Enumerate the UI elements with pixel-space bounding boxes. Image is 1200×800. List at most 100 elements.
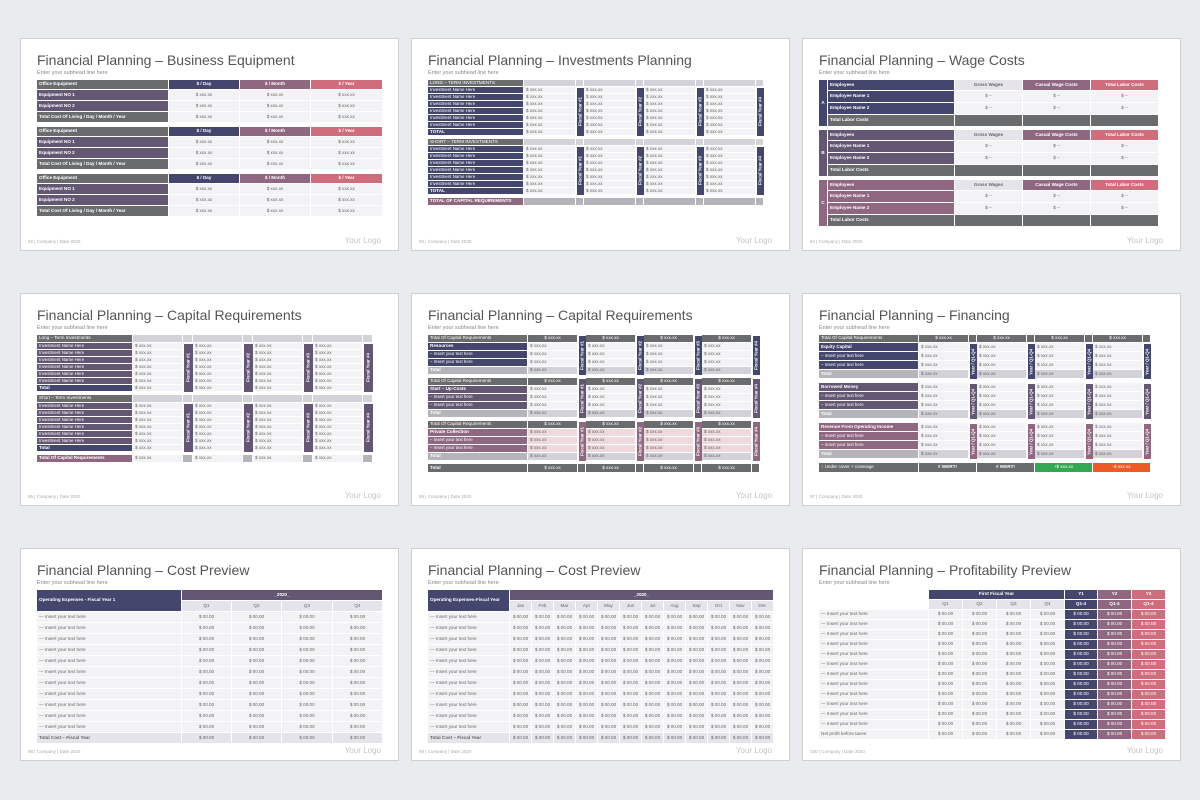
value-cell[interactable]: $ 00.00: [620, 722, 642, 733]
year-value[interactable]: $ 00.00: [1132, 710, 1166, 720]
value-cell[interactable]: $ –: [1023, 103, 1091, 115]
slide-cost-preview-quarterly[interactable]: Financial Planning – Cost Preview Enter …: [20, 548, 399, 761]
value-cell[interactable]: $ 00.00: [532, 711, 554, 722]
profit-item-label[interactable]: — Insert your text here: [819, 640, 929, 650]
value-cell[interactable]: $ 00.00: [963, 710, 997, 720]
value-cell[interactable]: $ xxx.xx: [977, 343, 1027, 352]
expense-label[interactable]: — Insert your text here: [37, 722, 182, 733]
value-cell[interactable]: $ xxx.xx: [524, 181, 576, 188]
employee-name[interactable]: Employee Name 1: [828, 191, 955, 203]
value-cell[interactable]: $ 00.00: [620, 678, 642, 689]
value-cell[interactable]: $ xxx.xx: [644, 174, 696, 181]
value-cell[interactable]: $ 00.00: [708, 678, 730, 689]
year-value[interactable]: $ 00.00: [1065, 710, 1098, 720]
value-cell[interactable]: $ 00.00: [532, 689, 554, 700]
value-cell[interactable]: $ 00.00: [532, 656, 554, 667]
item-label[interactable]: – Insert your text here: [428, 359, 528, 367]
value-cell[interactable]: $ xxx.xx: [586, 386, 636, 394]
value-cell[interactable]: $ xxx.xx: [586, 429, 636, 437]
value-cell[interactable]: $ 00.00: [333, 689, 383, 700]
value-cell[interactable]: $ 00.00: [1031, 610, 1065, 620]
value-cell[interactable]: $ 00.00: [686, 700, 708, 711]
employee-name[interactable]: Employee Name 1: [828, 141, 955, 153]
value-cell[interactable]: $ xxx.xx: [584, 181, 636, 188]
value-cell[interactable]: $ 00.00: [708, 623, 730, 634]
value-cell[interactable]: $ 00.00: [554, 700, 576, 711]
value-cell[interactable]: $ 00.00: [232, 656, 282, 667]
value-cell[interactable]: $ 00.00: [510, 623, 532, 634]
year-value[interactable]: $ 00.00: [1065, 690, 1098, 700]
value-cell[interactable]: $ xxx.xx: [311, 137, 383, 148]
value-cell[interactable]: $ 00.00: [752, 645, 774, 656]
value-cell[interactable]: $ 00.00: [620, 623, 642, 634]
year-value[interactable]: $ 00.00: [1065, 640, 1098, 650]
year-value[interactable]: $ 00.00: [1098, 680, 1132, 690]
value-cell[interactable]: $ 00.00: [554, 667, 576, 678]
value-cell[interactable]: $ xxx.xx: [524, 115, 576, 122]
value-cell[interactable]: $ xxx.xx: [702, 429, 752, 437]
value-cell[interactable]: $ xxx.xx: [240, 90, 311, 101]
value-cell[interactable]: $ xxx.xx: [240, 184, 311, 195]
value-cell[interactable]: $ 00.00: [730, 634, 752, 645]
employee-name[interactable]: Employee Name 1: [828, 91, 955, 103]
value-cell[interactable]: $ xxx.xx: [253, 378, 303, 385]
item-label[interactable]: – Insert your text here: [819, 361, 919, 370]
value-cell[interactable]: $ 00.00: [752, 678, 774, 689]
value-cell[interactable]: $ xxx.xx: [311, 184, 383, 195]
value-cell[interactable]: $ xxx.xx: [704, 101, 756, 108]
value-cell[interactable]: $ 00.00: [708, 612, 730, 623]
value-cell[interactable]: $ 00.00: [997, 670, 1031, 680]
value-cell[interactable]: $ xxx.xx: [240, 148, 311, 159]
value-cell[interactable]: $ 00.00: [963, 630, 997, 640]
value-cell[interactable]: $ xxx.xx: [253, 343, 303, 350]
value-cell[interactable]: $ xxx.xx: [644, 429, 694, 437]
value-cell[interactable]: $ 00.00: [576, 711, 598, 722]
value-cell[interactable]: $ 00.00: [686, 678, 708, 689]
value-cell[interactable]: $ xxx.xx: [702, 386, 752, 394]
value-cell[interactable]: $ 00.00: [554, 645, 576, 656]
profit-item-label[interactable]: — Insert your text here: [819, 630, 929, 640]
year-value[interactable]: $ 00.00: [1098, 640, 1132, 650]
slide-cost-preview-monthly[interactable]: Financial Planning – Cost Preview Enter …: [411, 548, 790, 761]
value-cell[interactable]: $ 00.00: [554, 722, 576, 733]
value-cell[interactable]: $ xxx.xx: [193, 431, 243, 438]
year-value[interactable]: $ 00.00: [1065, 700, 1098, 710]
value-cell[interactable]: $ xxx.xx: [704, 181, 756, 188]
value-cell[interactable]: $ 00.00: [510, 656, 532, 667]
value-cell[interactable]: $ xxx.xx: [644, 160, 696, 167]
value-cell[interactable]: $ xxx.xx: [1093, 423, 1143, 432]
investment-name[interactable]: Investment Name Here: [37, 403, 133, 410]
value-cell[interactable]: $ xxx.xx: [193, 357, 243, 364]
value-cell[interactable]: $ –: [1023, 141, 1091, 153]
value-cell[interactable]: $ –: [955, 203, 1023, 215]
slide-wage-costs[interactable]: Financial Planning – Wage Costs Enter yo…: [802, 38, 1181, 251]
year-value[interactable]: $ 00.00: [1132, 690, 1166, 700]
value-cell[interactable]: $ 00.00: [333, 678, 383, 689]
value-cell[interactable]: $ xxx.xx: [133, 364, 183, 371]
value-cell[interactable]: $ xxx.xx: [584, 101, 636, 108]
value-cell[interactable]: $ 00.00: [282, 623, 333, 634]
value-cell[interactable]: $ xxx.xx: [240, 101, 311, 112]
value-cell[interactable]: $ xxx.xx: [702, 445, 752, 453]
value-cell[interactable]: $ xxx.xx: [524, 101, 576, 108]
value-cell[interactable]: $ xxx.xx: [584, 167, 636, 174]
value-cell[interactable]: $ xxx.xx: [919, 392, 969, 401]
value-cell[interactable]: $ xxx.xx: [644, 115, 696, 122]
item-label[interactable]: – Insert your text here: [428, 402, 528, 410]
year-value[interactable]: $ 00.00: [1065, 610, 1098, 620]
value-cell[interactable]: $ xxx.xx: [704, 108, 756, 115]
value-cell[interactable]: $ 00.00: [686, 722, 708, 733]
value-cell[interactable]: $ 00.00: [1031, 640, 1065, 650]
value-cell[interactable]: $ 00.00: [1031, 680, 1065, 690]
value-cell[interactable]: $ 00.00: [708, 667, 730, 678]
value-cell[interactable]: $ xxx.xx: [133, 417, 183, 424]
value-cell[interactable]: $ xxx.xx: [702, 402, 752, 410]
value-cell[interactable]: $ xxx.xx: [133, 378, 183, 385]
total-value[interactable]: $ xxx.xx: [240, 206, 311, 217]
value-cell[interactable]: $ xxx.xx: [644, 146, 696, 153]
value-cell[interactable]: $ 00.00: [997, 700, 1031, 710]
value-cell[interactable]: $ 00.00: [929, 700, 963, 710]
value-cell[interactable]: $ xxx.xx: [584, 174, 636, 181]
value-cell[interactable]: $ 00.00: [554, 678, 576, 689]
value-cell[interactable]: $ 00.00: [664, 678, 686, 689]
